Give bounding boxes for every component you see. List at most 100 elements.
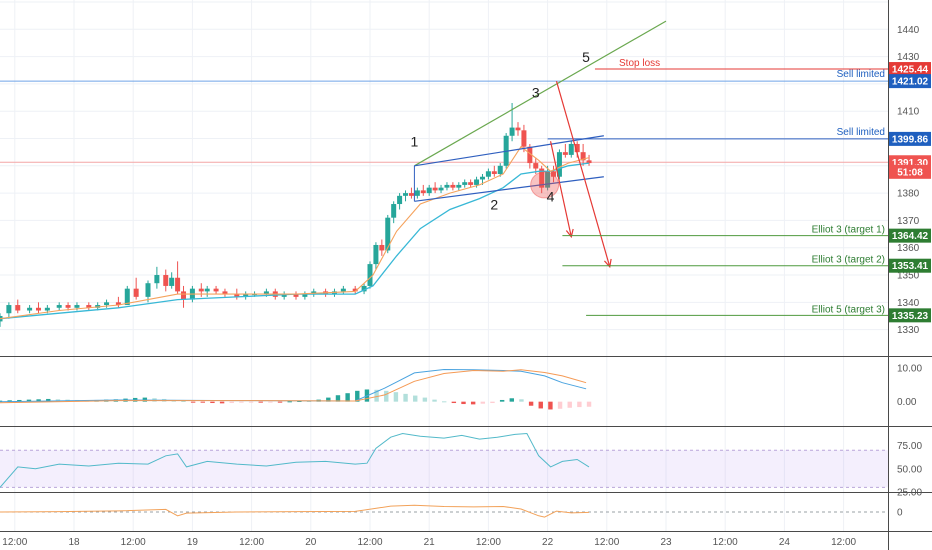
macd-signal-line — [0, 369, 587, 404]
candle — [379, 244, 385, 251]
macd-histogram-bar — [200, 401, 205, 403]
target-arrow-line[interactable] — [549, 141, 572, 237]
candle — [35, 307, 41, 311]
macd-histogram-bar — [567, 401, 572, 408]
candle — [509, 127, 515, 136]
price-tag-bg[interactable] — [889, 228, 931, 243]
target-arrow-head[interactable] — [603, 258, 612, 269]
price-tag-label: 1353.41 — [892, 261, 929, 272]
time-axis-label: 12:00 — [713, 537, 738, 548]
rsi-line — [0, 432, 590, 488]
macd-histogram-bar — [268, 401, 273, 403]
candle — [414, 190, 420, 196]
macd-histogram-bar — [413, 395, 418, 402]
candle — [450, 184, 456, 188]
candle — [456, 184, 462, 188]
rsi-axis-label: 50.00 — [897, 464, 922, 475]
macd-histogram-bar — [46, 398, 51, 402]
indicator-panes — [0, 368, 888, 518]
chart-annotations[interactable]: 1 2 3 4 5 Elliot 3 (target 1) Elliot 3 (target… — [411, 20, 888, 316]
candle — [586, 160, 592, 164]
candle — [145, 283, 151, 297]
macd-histogram-bar — [557, 401, 563, 409]
target-arrow-line[interactable] — [555, 81, 611, 267]
price-axis[interactable]: 1330134013501360137013801390140014101420… — [889, 25, 931, 519]
time-axis-label: 21 — [424, 537, 436, 548]
candle — [340, 288, 346, 292]
macd-histogram-bar — [7, 400, 12, 402]
macd-histogram-bar — [17, 399, 22, 402]
green-trendline[interactable] — [414, 20, 667, 167]
price-tag-bg[interactable] — [889, 131, 931, 146]
price-tag-label: 51:08 — [897, 167, 923, 178]
macd-histogram-bar — [422, 397, 428, 402]
macd-axis-label: 0.00 — [897, 397, 917, 408]
wave-label: 2 — [490, 196, 498, 212]
chart-drawings[interactable] — [0, 68, 888, 163]
macd-histogram-bar — [229, 401, 234, 404]
candle — [86, 305, 92, 308]
price-axis-label: 1340 — [897, 298, 920, 309]
macd-histogram-bar — [432, 399, 437, 402]
candle — [302, 294, 308, 297]
candle — [515, 127, 521, 131]
candle — [468, 182, 474, 185]
price-tag-bg[interactable] — [889, 258, 931, 273]
price-tag-label: 1364.42 — [892, 231, 929, 242]
candle — [373, 244, 379, 265]
candle — [6, 305, 12, 314]
candle — [281, 294, 287, 297]
candle — [556, 152, 562, 177]
price-tag-bg[interactable] — [889, 164, 931, 179]
target-arrow-head[interactable] — [565, 228, 574, 239]
macd-histogram-bar — [548, 401, 553, 410]
macd-histogram-bar — [142, 397, 148, 402]
price-axis-label: 1430 — [897, 52, 920, 63]
candle — [204, 288, 210, 292]
price-tag-bg[interactable] — [889, 308, 931, 323]
macd-histogram-bar — [393, 392, 399, 402]
channel-upper-line[interactable] — [414, 135, 604, 167]
price-tag-bg[interactable] — [889, 74, 931, 89]
macd-histogram-bar — [36, 399, 41, 402]
candle — [74, 305, 80, 308]
candle — [408, 193, 414, 196]
candle — [397, 195, 403, 205]
candle — [181, 291, 187, 300]
macd-histogram-bar — [219, 401, 225, 404]
macd-histogram-bar — [441, 401, 447, 403]
macd-histogram-bar — [326, 397, 331, 402]
macd-histogram-bar — [297, 400, 302, 402]
time-axis[interactable]: 12:00 18 12:00 19 12:00 20 12:00 21 12:00 22 12:00… — [2, 537, 856, 548]
rsi-band — [0, 450, 888, 488]
time-axis-label: 23 — [660, 537, 672, 548]
moving-average-fast — [0, 145, 590, 320]
candle — [175, 277, 181, 292]
macd-axis-label: 10.00 — [897, 363, 922, 374]
price-tag-bg[interactable] — [889, 62, 931, 77]
candle — [15, 305, 21, 311]
macd-histogram-bar — [509, 398, 514, 402]
channel-lower-line[interactable] — [414, 176, 604, 202]
wave-4-highlight-circle[interactable] — [530, 171, 560, 199]
candlestick-series — [0, 103, 592, 327]
candle — [385, 217, 391, 251]
candle — [474, 179, 480, 185]
target-label: Elliot 3 (target 2) — [812, 255, 885, 266]
macd-histogram-bar — [528, 401, 534, 406]
candle — [479, 176, 485, 180]
wave-label: 3 — [532, 85, 540, 101]
time-axis-label: 12:00 — [2, 537, 27, 548]
level-label: Sell limited — [837, 127, 885, 138]
candle — [403, 193, 409, 196]
candle — [497, 165, 503, 174]
time-axis-label: 12:00 — [476, 537, 501, 548]
candle — [438, 187, 444, 191]
level-label: Sell limited — [837, 69, 885, 80]
candle — [574, 143, 580, 153]
price-axis-label: 1440 — [897, 25, 920, 36]
macd-histogram-bar — [355, 390, 360, 402]
time-axis-label: 12:00 — [239, 537, 264, 548]
candle — [545, 171, 551, 188]
